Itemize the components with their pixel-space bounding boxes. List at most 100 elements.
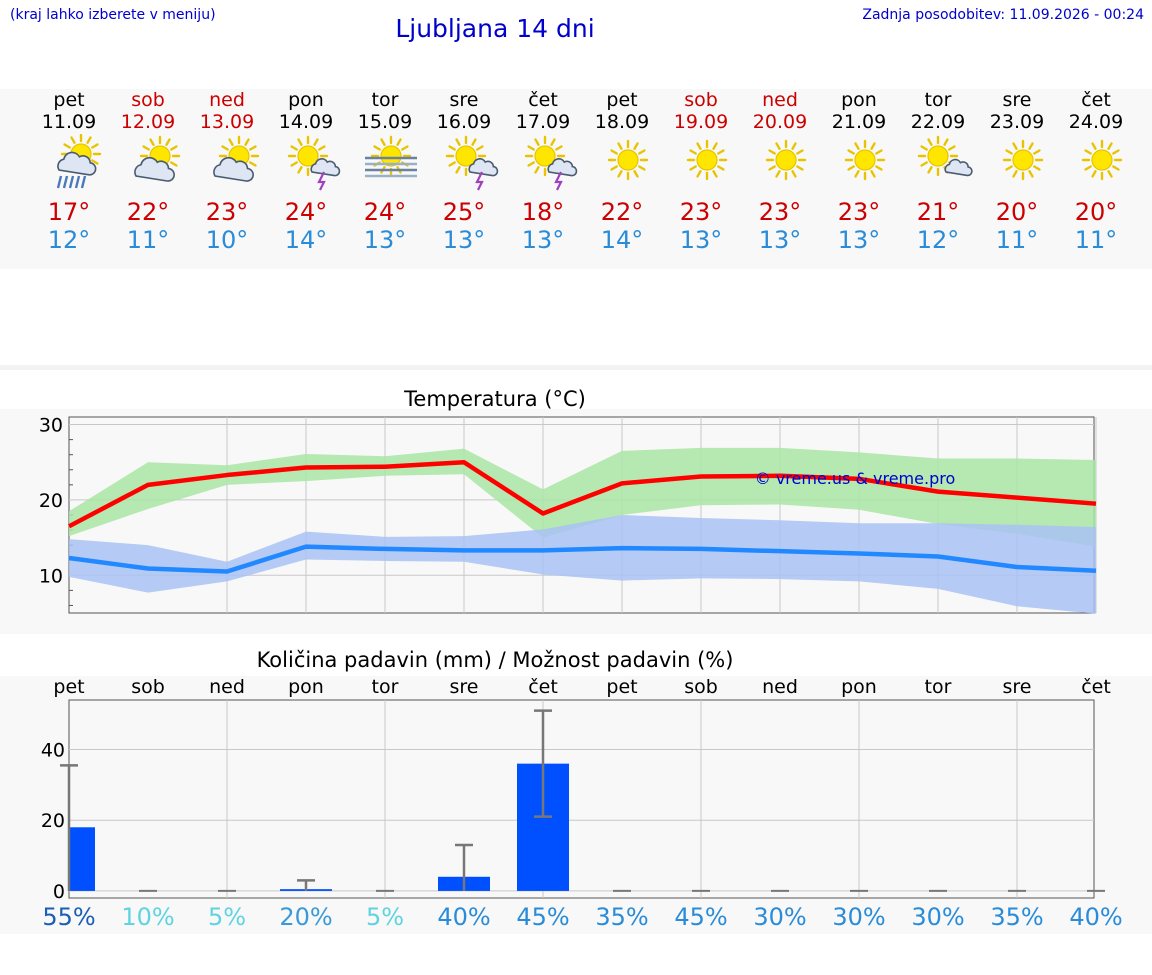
precipitation-chart-title: Količina padavin (mm) / Možnost padavin … bbox=[256, 648, 734, 672]
precipitation-probability: 30% bbox=[911, 903, 965, 931]
precipitation-day-label: tor bbox=[371, 676, 399, 698]
day-date: 23.09 bbox=[989, 111, 1045, 133]
min-temperature: 13° bbox=[837, 226, 881, 254]
min-temperature: 12° bbox=[916, 226, 960, 254]
precipitation-probability: 55% bbox=[42, 903, 96, 931]
precipitation-probability: 30% bbox=[832, 903, 886, 931]
precipitation-probability: 10% bbox=[121, 903, 175, 931]
day-name: pon bbox=[288, 89, 324, 111]
y-tick-label: 0 bbox=[53, 881, 65, 903]
min-temperature: 13° bbox=[363, 226, 407, 254]
y-tick-label: 20 bbox=[41, 810, 65, 832]
day-name: pet bbox=[53, 89, 85, 111]
temperature-chart-title: Temperatura (°C) bbox=[404, 387, 586, 411]
max-temperature: 25° bbox=[442, 198, 486, 226]
precipitation-bar bbox=[69, 827, 95, 891]
day-date: 14.09 bbox=[278, 111, 334, 133]
sun-icon bbox=[607, 139, 649, 181]
precipitation-probability: 40% bbox=[437, 903, 491, 931]
precipitation-day-label: ned bbox=[209, 676, 245, 698]
y-tick-label: 30 bbox=[39, 415, 63, 437]
day-date: 24.09 bbox=[1068, 111, 1124, 133]
max-temperature: 20° bbox=[1074, 198, 1118, 226]
precipitation-day-label: pon bbox=[288, 676, 324, 698]
sun-cloud-rain-icon bbox=[56, 134, 102, 189]
day-name: čet bbox=[528, 89, 558, 111]
day-name: sre bbox=[1002, 89, 1032, 111]
max-temperature-line bbox=[67, 459, 1097, 529]
sun-icon bbox=[844, 139, 886, 181]
max-temperature: 21° bbox=[916, 198, 960, 226]
precipitation-probability: 5% bbox=[365, 903, 405, 931]
min-temperature: 11° bbox=[126, 226, 170, 254]
plot-area bbox=[68, 699, 1095, 899]
min-temperature: 14° bbox=[284, 226, 328, 254]
max-temperature: 22° bbox=[126, 198, 170, 226]
precipitation-day-label: čet bbox=[528, 676, 558, 698]
day-date: 15.09 bbox=[357, 111, 413, 133]
min-temperature: 13° bbox=[679, 226, 723, 254]
min-temperature: 12° bbox=[47, 226, 91, 254]
sun-cloud-icon bbox=[134, 135, 181, 182]
max-temperature: 18° bbox=[521, 198, 565, 226]
sun-thunder-icon bbox=[287, 135, 341, 191]
precipitation-probability: 30% bbox=[753, 903, 807, 931]
max-temperature: 23° bbox=[837, 198, 881, 226]
watermark: © vreme.us & vreme.pro bbox=[755, 469, 956, 488]
y-tick-label: 10 bbox=[39, 565, 63, 587]
day-date: 18.09 bbox=[594, 111, 650, 133]
day-date: 22.09 bbox=[910, 111, 966, 133]
sun-fog-icon bbox=[365, 135, 417, 178]
precipitation-probability: 40% bbox=[1069, 903, 1123, 931]
day-date: 12.09 bbox=[120, 111, 176, 133]
day-date: 17.09 bbox=[515, 111, 571, 133]
min-temperature: 10° bbox=[205, 226, 249, 254]
day-name: sob bbox=[131, 89, 165, 111]
min-temperature: 13° bbox=[521, 226, 565, 254]
day-name: tor bbox=[371, 89, 399, 111]
location-hint: (kraj lahko izberete v meniju) bbox=[10, 7, 216, 23]
precipitation-probability: 45% bbox=[516, 903, 570, 931]
day-date: 16.09 bbox=[436, 111, 492, 133]
precipitation-probability: 5% bbox=[207, 903, 247, 931]
sun-thunder-icon bbox=[445, 135, 499, 191]
max-temperature: 23° bbox=[679, 198, 723, 226]
y-tick-label: 20 bbox=[39, 490, 63, 512]
min-temperature: 14° bbox=[600, 226, 644, 254]
precipitation-day-label: pon bbox=[841, 676, 877, 698]
day-name: čet bbox=[1081, 89, 1111, 111]
divider bbox=[0, 365, 1152, 370]
max-temperature: 23° bbox=[758, 198, 802, 226]
precipitation-probability: 35% bbox=[595, 903, 649, 931]
precipitation-day-label: sre bbox=[1002, 676, 1032, 698]
day-name: sob bbox=[684, 89, 718, 111]
last-updated: Zadnja posodobitev: 11.09.2026 - 00:24 bbox=[862, 7, 1144, 23]
day-name: sre bbox=[449, 89, 479, 111]
precipitation-day-label: čet bbox=[1081, 676, 1111, 698]
max-temperature: 23° bbox=[205, 198, 249, 226]
day-date: 20.09 bbox=[752, 111, 808, 133]
sun-small-cloud-icon bbox=[917, 135, 973, 177]
day-date: 13.09 bbox=[199, 111, 255, 133]
min-temperature: 13° bbox=[442, 226, 486, 254]
day-date: 21.09 bbox=[831, 111, 887, 133]
max-temperature: 20° bbox=[995, 198, 1039, 226]
y-tick-label: 40 bbox=[41, 740, 65, 762]
min-temperature: 11° bbox=[995, 226, 1039, 254]
daily-forecast-strip bbox=[0, 89, 1152, 269]
max-temperature: 22° bbox=[600, 198, 644, 226]
min-temperature-line bbox=[68, 544, 1097, 574]
max-temperature: 24° bbox=[363, 198, 407, 226]
sun-icon bbox=[686, 139, 728, 181]
precipitation-chart: 0 20 40 bbox=[41, 699, 1105, 903]
max-temperature: 24° bbox=[284, 198, 328, 226]
min-temperature: 13° bbox=[758, 226, 802, 254]
precipitation-day-label: pet bbox=[53, 676, 85, 698]
sun-icon bbox=[1002, 139, 1044, 181]
page-title: Ljubljana 14 dni bbox=[395, 14, 595, 43]
precipitation-probability: 45% bbox=[674, 903, 728, 931]
min-temperature: 11° bbox=[1074, 226, 1118, 254]
sun-icon bbox=[1081, 139, 1123, 181]
sun-thunder-icon bbox=[524, 135, 578, 191]
temperature-chart: 10 20 30 © vreme.us & vreme.pro bbox=[39, 415, 1097, 614]
